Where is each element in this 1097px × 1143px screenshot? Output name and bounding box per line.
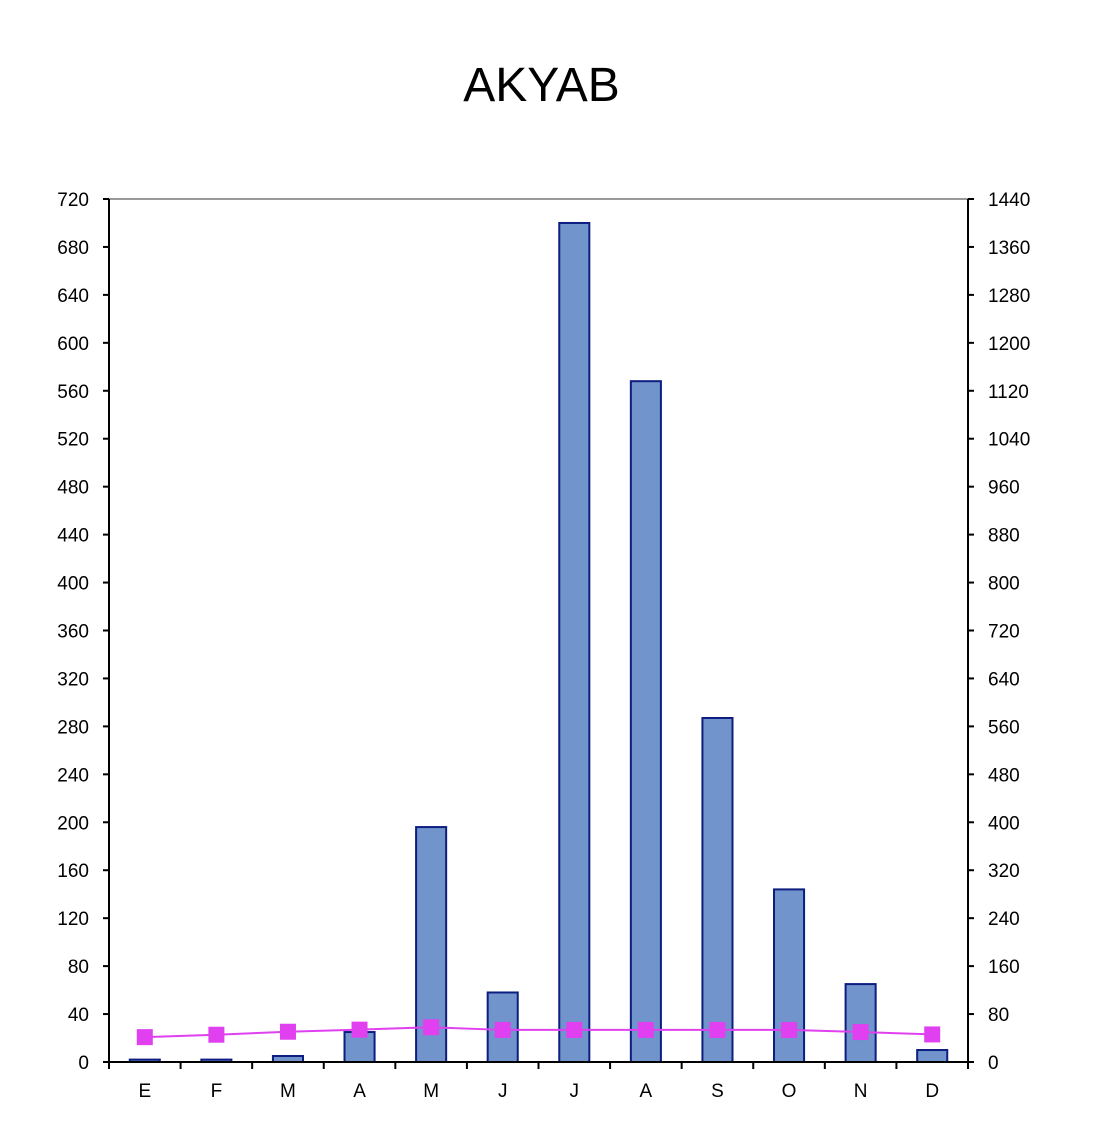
left-tick-label: 560 [57, 382, 89, 403]
right-tick-label: 560 [988, 717, 1020, 738]
x-tick-label: N [854, 1081, 868, 1102]
right-tick-label: 800 [988, 574, 1020, 595]
left-tick-label: 160 [57, 861, 89, 882]
temperature-point-10 [781, 1021, 798, 1038]
left-tick-label: 640 [57, 286, 89, 307]
left-tick-label: 520 [57, 430, 89, 451]
right-tick-label: 480 [988, 765, 1020, 786]
temperature-polyline [144, 1026, 933, 1039]
x-tick-label: E [138, 1081, 151, 1102]
bar-8 [629, 380, 662, 1063]
bar-7 [558, 221, 591, 1063]
temperature-point-4 [351, 1021, 368, 1038]
right-tick-label: 240 [988, 909, 1020, 930]
left-tick-label: 480 [57, 478, 89, 499]
x-tick-label: O [782, 1081, 797, 1102]
left-tick-label: 240 [57, 765, 89, 786]
x-tick-label: J [570, 1081, 580, 1102]
right-tick-label: 320 [988, 861, 1020, 882]
right-tick-label: 1120 [988, 382, 1029, 403]
left-tick-label: 200 [57, 813, 89, 834]
right-tick-label: 960 [988, 478, 1020, 499]
x-tick-label: J [498, 1081, 508, 1102]
right-tick-label: 720 [988, 622, 1020, 643]
temperature-point-5 [423, 1019, 440, 1036]
precipitation-bars [128, 221, 949, 1064]
left-tick-label: 360 [57, 622, 89, 643]
x-tick-label: M [423, 1081, 439, 1102]
right-tick-label: 880 [988, 526, 1020, 547]
right-tick-label: 80 [988, 1005, 1009, 1026]
x-tick-label: S [711, 1081, 724, 1102]
left-tick-label: 280 [57, 717, 89, 738]
left-tick-label: 720 [57, 190, 89, 211]
temperature-point-2 [208, 1026, 225, 1043]
temperature-point-6 [494, 1021, 511, 1038]
temperature-point-8 [637, 1021, 654, 1038]
temperature-point-11 [852, 1024, 869, 1041]
left-tick-label: 400 [57, 574, 89, 595]
temperature-point-7 [566, 1021, 583, 1038]
temperature-line [136, 1019, 941, 1046]
x-tick-label: F [211, 1081, 223, 1102]
axes: 0 40 80 120 160 200 240 280 320 360 400 440 480 520 56… [57, 190, 1030, 1102]
left-tick-label: 440 [57, 526, 89, 547]
right-tick-label: 1040 [988, 430, 1030, 451]
temperature-point-12 [924, 1026, 941, 1043]
x-tick-label: A [640, 1081, 653, 1102]
temperature-point-1 [136, 1029, 153, 1046]
right-tick-label: 640 [988, 669, 1020, 690]
left-tick-label: 600 [57, 334, 89, 355]
left-tick-label: 120 [57, 909, 89, 930]
left-tick-label: 40 [68, 1005, 89, 1026]
right-tick-label: 400 [988, 813, 1020, 834]
temperature-point-3 [279, 1023, 296, 1040]
right-tick-label: 160 [988, 957, 1020, 978]
right-tick-label: 1440 [988, 190, 1030, 211]
right-tick-label: 0 [988, 1053, 999, 1074]
bar-12 [916, 1049, 949, 1064]
bar-11 [844, 983, 877, 1063]
left-tick-label: 80 [68, 957, 89, 978]
left-tick-label: 680 [57, 238, 89, 259]
left-tick-label: 320 [57, 669, 89, 690]
temperature-point-9 [709, 1021, 726, 1038]
left-tick-label: 0 [78, 1053, 89, 1074]
right-tick-label: 1280 [988, 286, 1030, 307]
right-tick-label: 1360 [988, 238, 1030, 259]
bar-9 [701, 716, 734, 1063]
x-tick-label: M [280, 1081, 296, 1102]
right-tick-label: 1200 [988, 334, 1030, 355]
x-tick-label: D [925, 1081, 939, 1102]
chart-title: AKYAB [463, 59, 620, 112]
x-tick-label: A [353, 1081, 366, 1102]
